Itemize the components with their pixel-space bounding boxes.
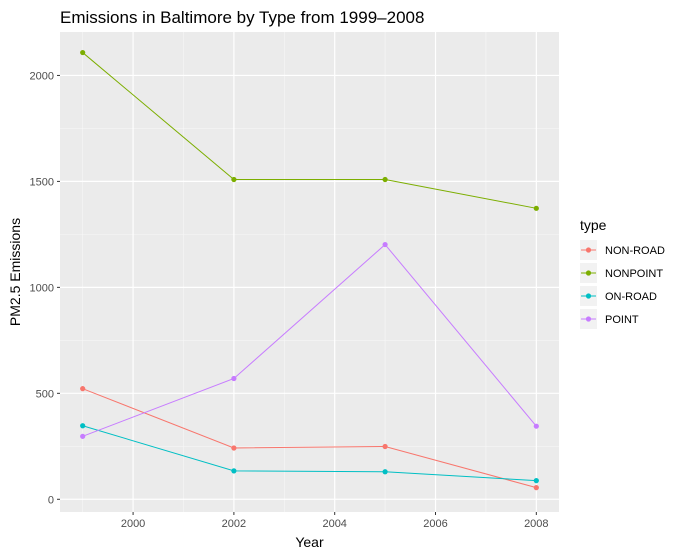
y-tick-label: 500 xyxy=(36,388,54,400)
x-tick-label: 2006 xyxy=(423,518,447,530)
series-layer xyxy=(80,49,539,491)
series-point xyxy=(80,423,86,429)
series-point xyxy=(382,241,388,248)
legend-key-point xyxy=(585,270,592,276)
series-point xyxy=(231,375,237,382)
legend-title: type xyxy=(580,217,607,233)
y-tick-label: 0 xyxy=(48,494,54,506)
x-tick-label: 2002 xyxy=(222,518,246,530)
legend-key-point xyxy=(585,293,592,299)
legend-label: NONPOINT xyxy=(605,268,663,280)
x-tick-label: 2000 xyxy=(121,518,145,530)
legend: type NON-ROAD NONPOINT ON-ROAD POINT xyxy=(580,217,665,329)
y-axis-title: PM2.5 Emissions xyxy=(7,218,23,326)
y-axis: 0 500 1000 1500 2000 xyxy=(30,70,60,506)
x-tick-label: 2004 xyxy=(322,518,346,530)
series-point xyxy=(80,49,86,56)
plot-panel xyxy=(60,32,559,512)
legend-key-point xyxy=(585,247,592,253)
series-point xyxy=(382,469,388,475)
legend-label: ON-ROAD xyxy=(605,291,657,303)
y-tick-label: 1500 xyxy=(30,176,54,188)
y-tick-label: 2000 xyxy=(30,70,54,82)
series-point xyxy=(533,485,539,491)
legend-key-point xyxy=(585,316,592,322)
series-point xyxy=(80,433,86,439)
x-axis: 2000 2002 2004 2006 2008 xyxy=(121,512,549,530)
x-axis-title: Year xyxy=(295,534,324,550)
series-point xyxy=(231,445,237,451)
series-point xyxy=(533,205,539,211)
series-line xyxy=(82,243,537,437)
series-line xyxy=(82,425,537,482)
series-point xyxy=(382,176,388,183)
legend-label: NON-ROAD xyxy=(605,245,665,257)
series-point xyxy=(231,468,237,474)
series-point xyxy=(231,176,237,183)
chart-title: Emissions in Baltimore by Type from 1999… xyxy=(60,8,424,27)
legend-label: POINT xyxy=(605,314,639,326)
series-point xyxy=(80,386,86,392)
y-tick-label: 1000 xyxy=(30,282,54,294)
series-line xyxy=(82,388,537,489)
legend-items: NON-ROAD NONPOINT ON-ROAD POINT xyxy=(580,240,665,329)
series-point xyxy=(533,423,539,429)
series-point xyxy=(533,478,539,484)
series-point xyxy=(382,443,388,450)
x-tick-label: 2008 xyxy=(524,518,548,530)
series-line xyxy=(82,52,537,209)
grid-minor xyxy=(60,32,559,512)
grid-major xyxy=(60,32,559,512)
